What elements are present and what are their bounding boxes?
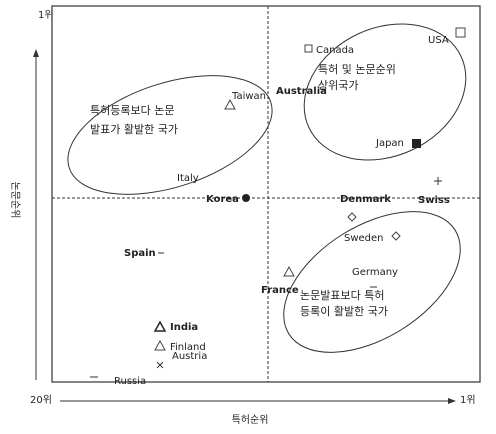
plot-frame [51, 5, 481, 383]
marker [156, 361, 164, 369]
country-label: Spain [124, 248, 156, 259]
group-label: 상위국가 [318, 79, 358, 92]
country-label: France [261, 285, 299, 296]
country-label: Australia [276, 86, 327, 97]
marker [304, 44, 313, 53]
group-label: 논문발표보다 특허 [300, 289, 384, 302]
marker [412, 139, 421, 148]
x-right-label: 1위 [460, 393, 476, 406]
marker [154, 339, 166, 351]
marker [347, 212, 401, 241]
group-label: 발표가 활발한 국가 [90, 122, 178, 136]
group-ellipse [67, 75, 273, 195]
marker [283, 265, 295, 277]
country-label: Germany [352, 267, 398, 278]
country-label: USA [428, 35, 449, 46]
group-label: 등록이 활발한 국가 [300, 304, 388, 318]
country-label: Canada [316, 45, 354, 56]
country-label: Taiwan [231, 91, 266, 102]
marker [153, 320, 167, 332]
country-label: Swiss [418, 195, 450, 206]
y-title: 논문순위 [9, 182, 22, 219]
group-label: 특허 및 논문순위 [318, 63, 396, 76]
country-label: Finland [170, 342, 206, 353]
marker [224, 98, 236, 110]
y-top-label: 1위 [38, 8, 54, 21]
group-label: 특허등록보다 논문 [90, 104, 174, 117]
country-label: Austria [172, 351, 207, 362]
x-title: 특허순위 [232, 413, 269, 426]
marker [434, 177, 442, 185]
country-label: Sweden [344, 233, 384, 244]
marker [455, 27, 466, 38]
country-label: Korea [206, 194, 239, 205]
group-ellipse [283, 211, 461, 353]
country-label: Denmark [340, 194, 391, 205]
country-label: Russia [114, 376, 146, 387]
marker [242, 194, 250, 202]
x-left-label: 20위 [30, 393, 52, 406]
country-label: India [170, 322, 198, 333]
country-label: Italy [177, 173, 199, 184]
country-label: Japan [375, 138, 404, 149]
group-ellipse [303, 23, 467, 161]
